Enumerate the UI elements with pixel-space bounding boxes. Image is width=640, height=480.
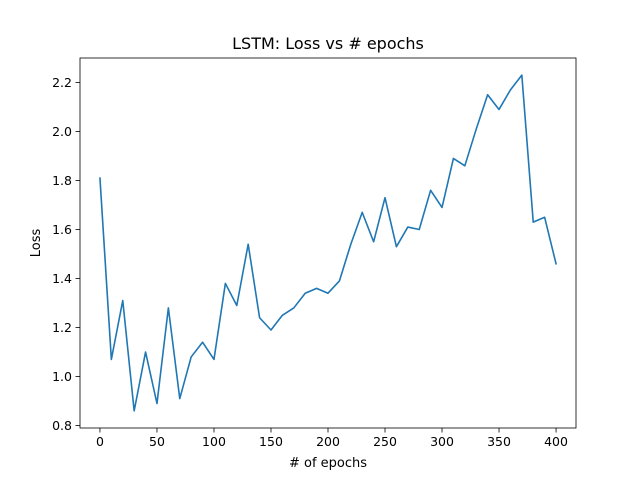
x-tick-label: 400 [544,434,568,449]
y-tick-label: 2.2 [52,75,72,90]
y-tick-label: 1.4 [52,271,72,286]
x-axis: 0 50 100 150 200 250 300 350 400 [96,428,568,449]
y-axis-title: Loss [29,229,44,258]
y-tick-label: 1.6 [52,222,72,237]
x-tick-label: 350 [487,434,511,449]
x-tick-label: 300 [430,434,454,449]
chart-title: LSTM: Loss vs # epochs [232,34,424,53]
y-axis: 0.8 1.0 1.2 1.4 1.6 1.8 2.0 2.2 [52,75,80,433]
x-tick-label: 150 [259,434,283,449]
x-tick-label: 0 [96,434,104,449]
y-tick-label: 1.0 [52,369,72,384]
x-axis-title: # of epochs [289,456,367,471]
x-tick-label: 200 [316,434,340,449]
y-tick-label: 1.8 [52,173,72,188]
series-line-0 [99,74,558,412]
x-tick-label: 250 [373,434,397,449]
axes-frame [79,57,577,429]
plot-area [99,74,558,412]
y-tick-label: 2.0 [52,124,72,139]
y-tick-label: 1.2 [52,320,72,335]
x-tick-label: 100 [202,434,226,449]
x-tick-label: 50 [149,434,165,449]
y-tick-label: 0.8 [52,418,72,433]
